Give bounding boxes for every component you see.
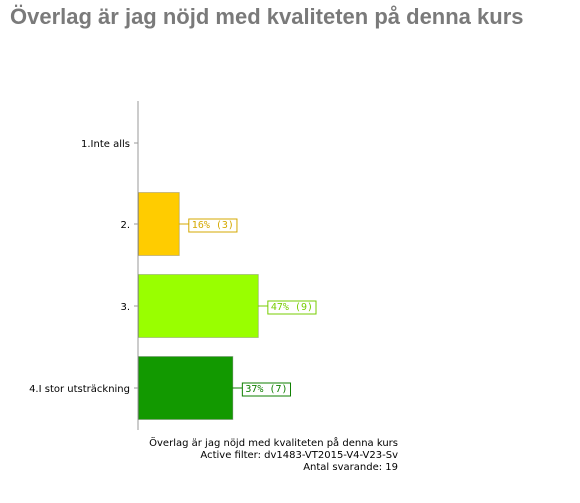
bar <box>138 192 180 256</box>
category-label: 2. <box>120 220 130 231</box>
category-label: 3. <box>120 302 130 313</box>
category-label: 4.I stor utsträckning <box>29 384 130 395</box>
page-title: Överlag är jag nöjd med kvaliteten på de… <box>10 4 524 29</box>
chart-footer: Överlag är jag nöjd med kvaliteten på de… <box>149 438 398 474</box>
value-label-box <box>267 300 317 315</box>
value-label: 47% (9) <box>271 302 313 313</box>
value-label: 16% (3) <box>192 220 234 231</box>
chart-marks: 1.Inte alls 2. 16% (3) 3. 47% (9) 4.I stor ut… <box>29 139 317 420</box>
bar <box>138 356 234 420</box>
value-label-box <box>188 218 238 233</box>
value-label: 37% (7) <box>245 384 287 395</box>
value-label-box <box>241 382 292 397</box>
footer-filter: Active filter: dv1483-VT2015-V4-V23-Sv <box>200 450 398 461</box>
footer-question: Överlag är jag nöjd med kvaliteten på de… <box>149 438 398 449</box>
footer-respondents: Antal svarande: 19 <box>303 462 398 473</box>
category-label: 1.Inte alls <box>81 139 130 150</box>
bar <box>138 274 259 338</box>
